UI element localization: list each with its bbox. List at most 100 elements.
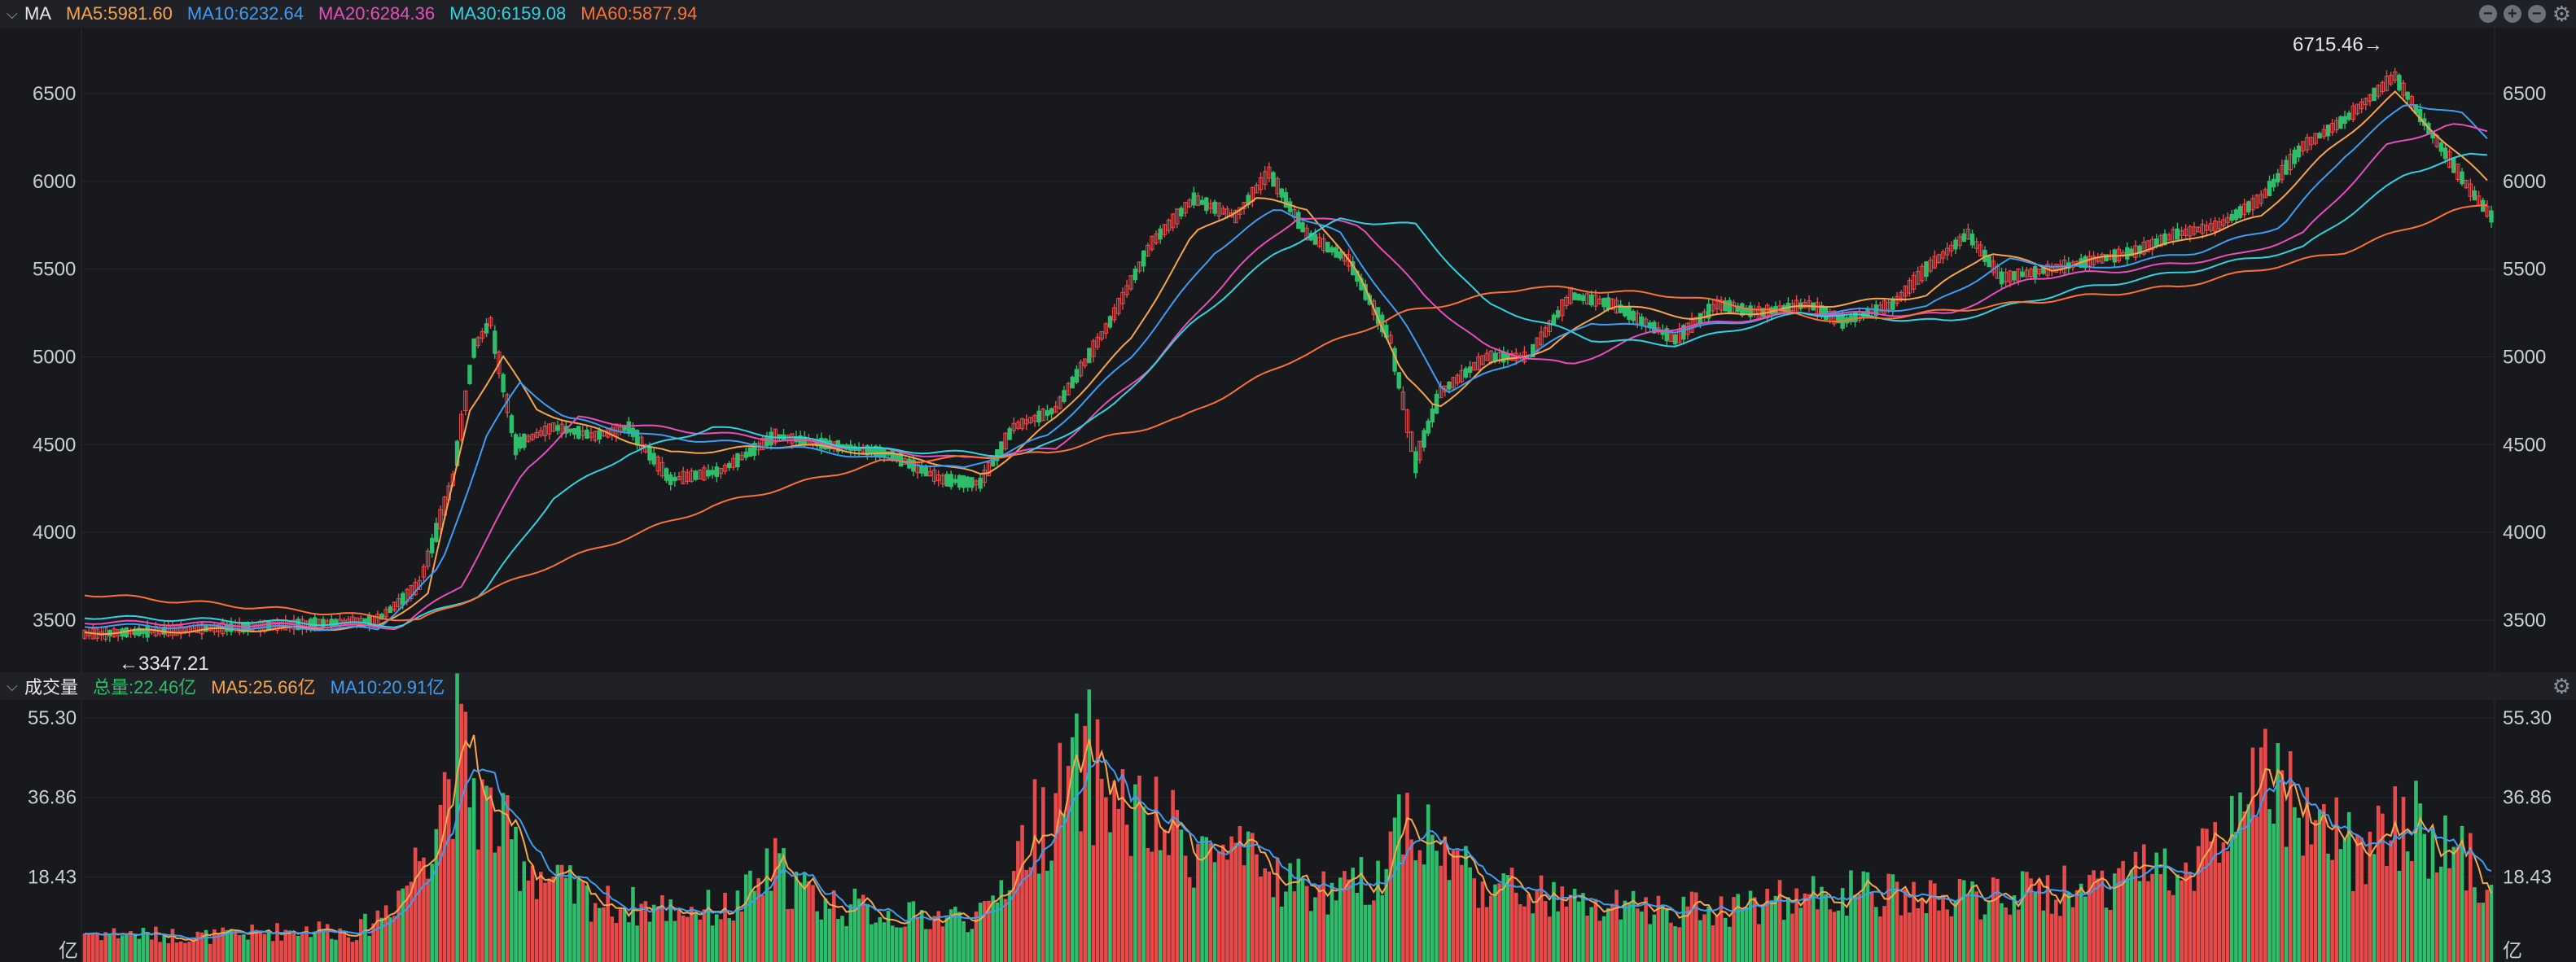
volume-bar <box>350 942 355 962</box>
candle-body <box>526 435 531 442</box>
volume-bar <box>514 826 518 962</box>
candle-body <box>2145 240 2151 252</box>
candle-body <box>1601 297 1606 308</box>
volume-bar <box>484 785 488 962</box>
candle-body <box>1949 244 1954 251</box>
chevron-down-icon[interactable]: ⌵ <box>7 5 18 22</box>
volume-bar <box>672 920 677 962</box>
candle-body <box>1472 362 1477 371</box>
candle-body <box>2237 206 2243 218</box>
candle-body <box>1890 298 1895 310</box>
volume-bar <box>752 890 756 962</box>
gear-icon[interactable]: ⚙ <box>2552 674 2571 698</box>
volume-bar <box>2184 862 2188 962</box>
volume-bar <box>2100 870 2105 962</box>
volume-bar <box>2079 883 2083 962</box>
candle-body <box>1916 271 1921 285</box>
volume-bar <box>1300 878 1305 962</box>
volume-bar <box>158 942 162 962</box>
candle-body <box>1664 328 1669 342</box>
plus-circle-icon[interactable]: + <box>2503 5 2521 23</box>
volume-bar <box>1020 824 1024 962</box>
volume-bar <box>1396 794 1401 962</box>
candle-body <box>2137 245 2142 255</box>
volume-bar <box>874 922 878 962</box>
volume-unit-right: 亿 <box>2503 940 2522 962</box>
price-tick-left: 4500 <box>33 434 76 456</box>
volume-bar <box>1576 901 1581 962</box>
volume-bar <box>827 908 832 962</box>
volume-bar <box>1543 901 1548 962</box>
candlesticks <box>82 68 2494 642</box>
volume-bar <box>743 874 748 962</box>
volume-bar <box>664 920 668 962</box>
candle-body <box>1924 261 1929 278</box>
candle-body <box>434 523 439 542</box>
volume-bar <box>1179 829 1184 962</box>
volume-bar <box>2481 903 2486 962</box>
volume-bar <box>1849 870 1853 962</box>
candle-body <box>1036 410 1041 423</box>
volume-bar <box>593 903 598 962</box>
volume-bar <box>1873 907 1878 962</box>
volume-bar <box>1531 913 1536 962</box>
candle-body <box>1572 292 1577 300</box>
volume-bar <box>1451 850 1456 962</box>
candle-body <box>1124 285 1129 295</box>
volume-bar <box>2037 879 2042 962</box>
volume-bar <box>1711 925 1715 962</box>
candle-body <box>576 426 581 439</box>
candle-body <box>1371 300 1377 316</box>
volume-bar <box>848 904 853 962</box>
volume-unit-left: 亿 <box>59 940 78 962</box>
minus-circle-icon[interactable]: − <box>2527 5 2546 23</box>
candle-body <box>726 462 732 469</box>
volume-bar <box>844 925 848 962</box>
candle-body <box>1539 331 1544 346</box>
candle-body <box>2485 205 2490 217</box>
volume-bar <box>1715 914 1720 962</box>
candle-body <box>1886 301 1891 310</box>
volume-bar <box>622 908 627 962</box>
candle-body <box>722 465 728 472</box>
candle-body <box>995 449 1000 461</box>
volume-bar <box>760 895 765 962</box>
minus-circle-icon[interactable]: − <box>2478 5 2497 23</box>
volume-bar <box>1765 889 1769 962</box>
candle-body <box>2401 82 2406 96</box>
candle-body <box>2158 235 2163 247</box>
volume-bar <box>589 921 594 962</box>
volume-bar <box>217 933 221 962</box>
candle-body <box>2091 256 2096 265</box>
volume-bar <box>1183 855 1188 962</box>
volume-ma-lines <box>84 734 2492 942</box>
volume-bar <box>1091 845 1096 962</box>
volume-bar <box>1794 888 1798 962</box>
candle-body <box>1589 294 1594 306</box>
candle-body <box>1911 274 1917 290</box>
candle-body <box>664 468 669 481</box>
volume-bar <box>1656 895 1661 962</box>
chevron-down-icon[interactable]: ⌵ <box>7 677 18 694</box>
volume-bar <box>522 861 527 962</box>
volume-bar <box>978 903 983 962</box>
volume-bar <box>1251 833 1255 962</box>
volume-bar <box>2162 848 2167 962</box>
volume-bar <box>647 921 652 962</box>
ma-lines <box>84 90 2488 636</box>
volume-bar <box>1116 808 1121 962</box>
volume-bar <box>133 934 137 962</box>
volume-bar <box>948 909 953 962</box>
gear-icon[interactable]: ⚙ <box>2552 2 2571 26</box>
volume-bar <box>928 929 932 962</box>
legend-volume-ma10: MA10:20.91亿 <box>330 677 445 697</box>
volume-bar <box>2025 872 2029 962</box>
volume-bar <box>183 942 187 962</box>
candle-body <box>1476 356 1481 370</box>
volume-bar <box>103 932 108 962</box>
candle-body <box>710 470 715 475</box>
volume-bar <box>1388 831 1393 962</box>
candle-body <box>693 470 699 480</box>
candle-body <box>1555 310 1561 318</box>
candle-body <box>1300 222 1305 233</box>
